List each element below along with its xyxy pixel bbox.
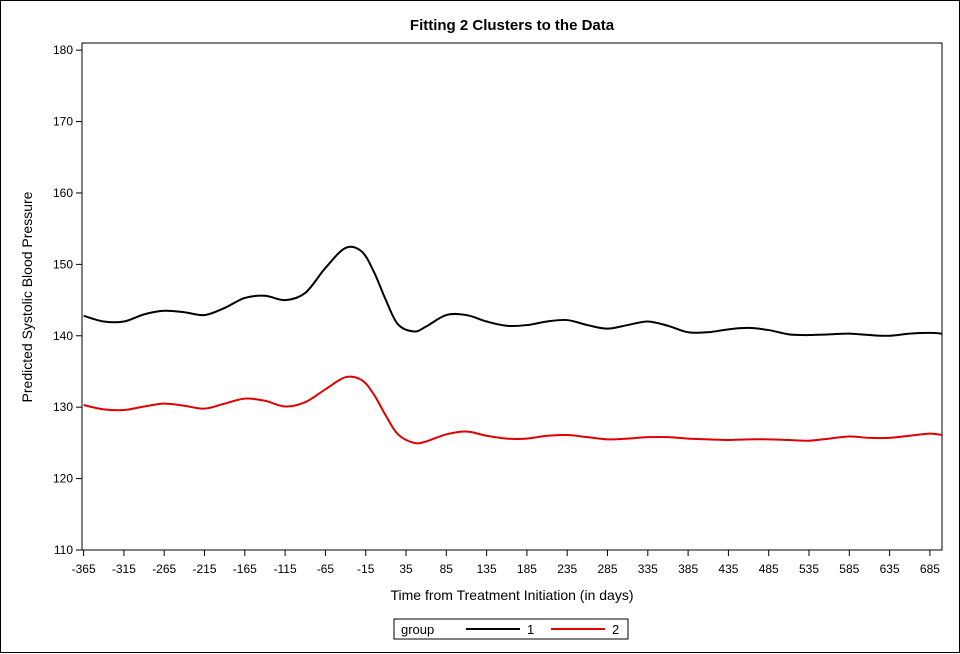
y-axis: 110 120 130 140 150 160 170 180 bbox=[53, 43, 82, 557]
y-tick-label: 110 bbox=[54, 543, 73, 557]
legend-title: group bbox=[401, 622, 434, 637]
x-tick-label: 35 bbox=[399, 562, 413, 576]
y-tick-label: 130 bbox=[53, 400, 73, 414]
series-layer bbox=[83, 245, 942, 445]
legend-label-group-1: 1 bbox=[527, 622, 534, 637]
x-axis-title: Time from Treatment Initiation (in days) bbox=[390, 587, 633, 603]
x-tick-label: 635 bbox=[880, 562, 900, 576]
x-tick-label: 85 bbox=[440, 562, 454, 576]
legend-label-group-2: 2 bbox=[612, 622, 619, 637]
x-tick-label: 285 bbox=[597, 562, 617, 576]
x-tick-label: 385 bbox=[678, 562, 698, 576]
y-tick-label: 180 bbox=[53, 43, 73, 57]
x-tick-label: -315 bbox=[112, 562, 136, 576]
x-tick-label: 685 bbox=[920, 562, 940, 576]
plot-area bbox=[81, 42, 943, 551]
legend: group 1 2 bbox=[393, 618, 629, 640]
x-tick-label: -165 bbox=[233, 562, 257, 576]
x-tick-label: -265 bbox=[152, 562, 176, 576]
y-tick-label: 150 bbox=[53, 257, 73, 271]
x-tick-label: -115 bbox=[274, 562, 297, 576]
x-tick-label: 135 bbox=[477, 562, 497, 576]
x-tick-label: 335 bbox=[638, 562, 658, 576]
x-tick-label: -215 bbox=[192, 562, 216, 576]
y-tick-label: 140 bbox=[53, 329, 73, 343]
x-tick-label: 535 bbox=[799, 562, 819, 576]
y-tick-label: 120 bbox=[53, 472, 73, 486]
x-axis: -365 -315 -265 -215 -165 -115 -65 -15 35 85 135 185… bbox=[72, 550, 940, 576]
x-tick-label: 585 bbox=[839, 562, 859, 576]
x-tick-label: 435 bbox=[718, 562, 738, 576]
series-line-group-1 bbox=[83, 245, 942, 337]
x-tick-label: -15 bbox=[357, 562, 375, 576]
x-tick-label: 235 bbox=[557, 562, 577, 576]
y-tick-label: 160 bbox=[53, 186, 73, 200]
y-axis-title: Predicted Systolic Blood Pressure bbox=[19, 191, 35, 402]
x-tick-label: 485 bbox=[759, 562, 779, 576]
chart-title: Fitting 2 Clusters to the Data bbox=[410, 17, 615, 34]
y-tick-label: 170 bbox=[53, 115, 73, 129]
x-tick-label: -365 bbox=[72, 562, 96, 576]
x-tick-label: -65 bbox=[317, 562, 335, 576]
x-tick-label: 185 bbox=[517, 562, 537, 576]
series-line-group-2 bbox=[83, 375, 942, 445]
